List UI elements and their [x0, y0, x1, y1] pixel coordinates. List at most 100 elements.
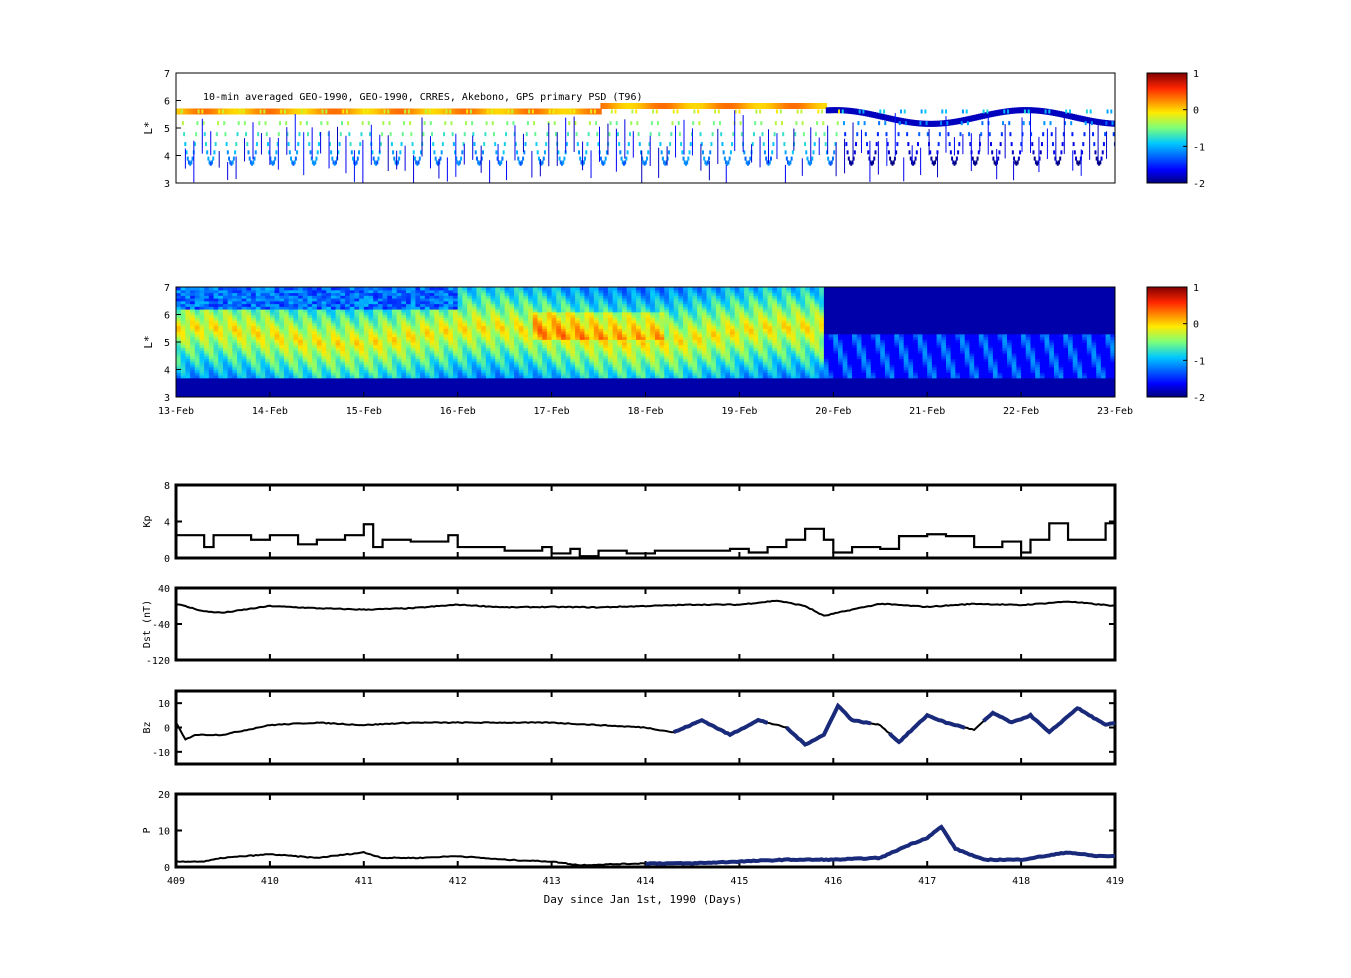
psd-cell	[848, 157, 850, 161]
psd-cell	[760, 121, 762, 125]
psd-cell	[470, 110, 472, 114]
psd-cell	[1071, 132, 1073, 136]
psd-cell	[574, 121, 576, 125]
psd-cell	[493, 132, 495, 136]
psd-cell	[471, 121, 473, 125]
psd-cell	[822, 121, 824, 125]
psd-cell	[893, 160, 895, 164]
psd-cell	[873, 157, 875, 161]
psd-cell	[474, 142, 476, 146]
psd-cell	[1120, 160, 1122, 164]
psd-cell	[327, 121, 329, 125]
psd-cell	[347, 121, 349, 125]
psd-cell	[854, 150, 856, 154]
psd-cell	[749, 157, 751, 161]
psd-cell	[348, 132, 350, 136]
psd-cell	[360, 132, 362, 136]
psd-cell	[309, 150, 311, 154]
psd-cell	[617, 132, 619, 136]
psd-cell	[894, 157, 896, 161]
psd-cell	[1051, 132, 1053, 136]
psd-cell	[495, 150, 497, 154]
psd-cell	[1062, 142, 1064, 146]
psd-sparse-title: 10-min averaged GEO-1990, GEO-1990, CRRE…	[203, 92, 643, 103]
psd-cell	[301, 110, 303, 114]
psd-cell	[443, 132, 445, 136]
psd-cell	[1018, 157, 1020, 161]
psd-cell	[748, 160, 750, 164]
psd-cell	[810, 160, 812, 164]
psd-cell	[885, 132, 887, 136]
psd-cell	[483, 142, 485, 146]
psd-cell	[998, 150, 1000, 154]
psd-cell	[418, 160, 420, 164]
psd-cell	[376, 160, 378, 164]
psd-sparse-colorbar: 10-1-2	[1147, 69, 1205, 190]
psd-cell	[939, 132, 941, 136]
psd-cell	[190, 160, 192, 164]
psd-cell	[630, 121, 632, 125]
psd-cell	[207, 157, 209, 161]
psd-cell	[1112, 121, 1114, 125]
psd-cell	[363, 110, 365, 114]
psd-cell	[884, 121, 886, 125]
psd-cell	[763, 142, 765, 146]
psd-cell	[947, 132, 949, 136]
psd-cell	[424, 121, 426, 125]
psd-cell	[782, 132, 784, 136]
psd-cell	[906, 132, 908, 136]
psd-cell	[896, 142, 898, 146]
psd-cell	[621, 157, 623, 161]
psd-cell	[945, 110, 947, 114]
psd-cell	[534, 132, 536, 136]
psd-cell	[1104, 132, 1106, 136]
psd-cell	[668, 150, 670, 154]
psd-cell	[203, 121, 205, 125]
psd-cell	[639, 142, 641, 146]
psd-cell	[765, 157, 767, 161]
psd-cell	[1099, 160, 1101, 164]
psd-cell	[1024, 110, 1026, 114]
psd-cell	[223, 121, 225, 125]
psd-cell	[1003, 110, 1005, 114]
psd-cell	[879, 110, 881, 114]
psd-cell	[217, 121, 219, 125]
psd-cell	[618, 142, 620, 146]
psd-cell	[453, 142, 455, 146]
psd-cell	[876, 142, 878, 146]
psd-cell	[435, 157, 437, 161]
psd-cell	[563, 157, 565, 161]
psd-cell	[975, 160, 977, 164]
psd-cell	[554, 121, 556, 125]
psd-cell	[198, 110, 200, 114]
psd-cell	[533, 121, 535, 125]
psd-cell	[491, 110, 493, 114]
psd-cell	[986, 110, 988, 114]
psd-cell	[1094, 150, 1096, 154]
psd-cell	[816, 121, 818, 125]
psd-cell	[1042, 132, 1044, 136]
psd-cell	[913, 160, 915, 164]
psd-cell	[255, 150, 257, 154]
psd-cell	[990, 142, 992, 146]
psd-cell	[771, 150, 773, 154]
psd-cell	[243, 110, 245, 114]
psd-cell	[967, 121, 969, 125]
psd-cell	[708, 157, 710, 161]
psd-cell	[306, 121, 308, 125]
psd-cell	[889, 157, 891, 161]
psd-cell	[222, 110, 224, 114]
psd-cell	[723, 150, 725, 154]
psd-cell	[449, 110, 451, 114]
psd-cell	[1040, 150, 1042, 154]
psd-sparse-marks	[176, 103, 1129, 183]
psd-cell	[764, 150, 766, 154]
psd-cell	[1052, 142, 1054, 146]
psd-cell	[195, 132, 197, 136]
psd-cell	[1019, 150, 1021, 154]
psd-cell	[464, 132, 466, 136]
psd-cell	[615, 110, 617, 114]
psd-cell	[184, 142, 186, 146]
